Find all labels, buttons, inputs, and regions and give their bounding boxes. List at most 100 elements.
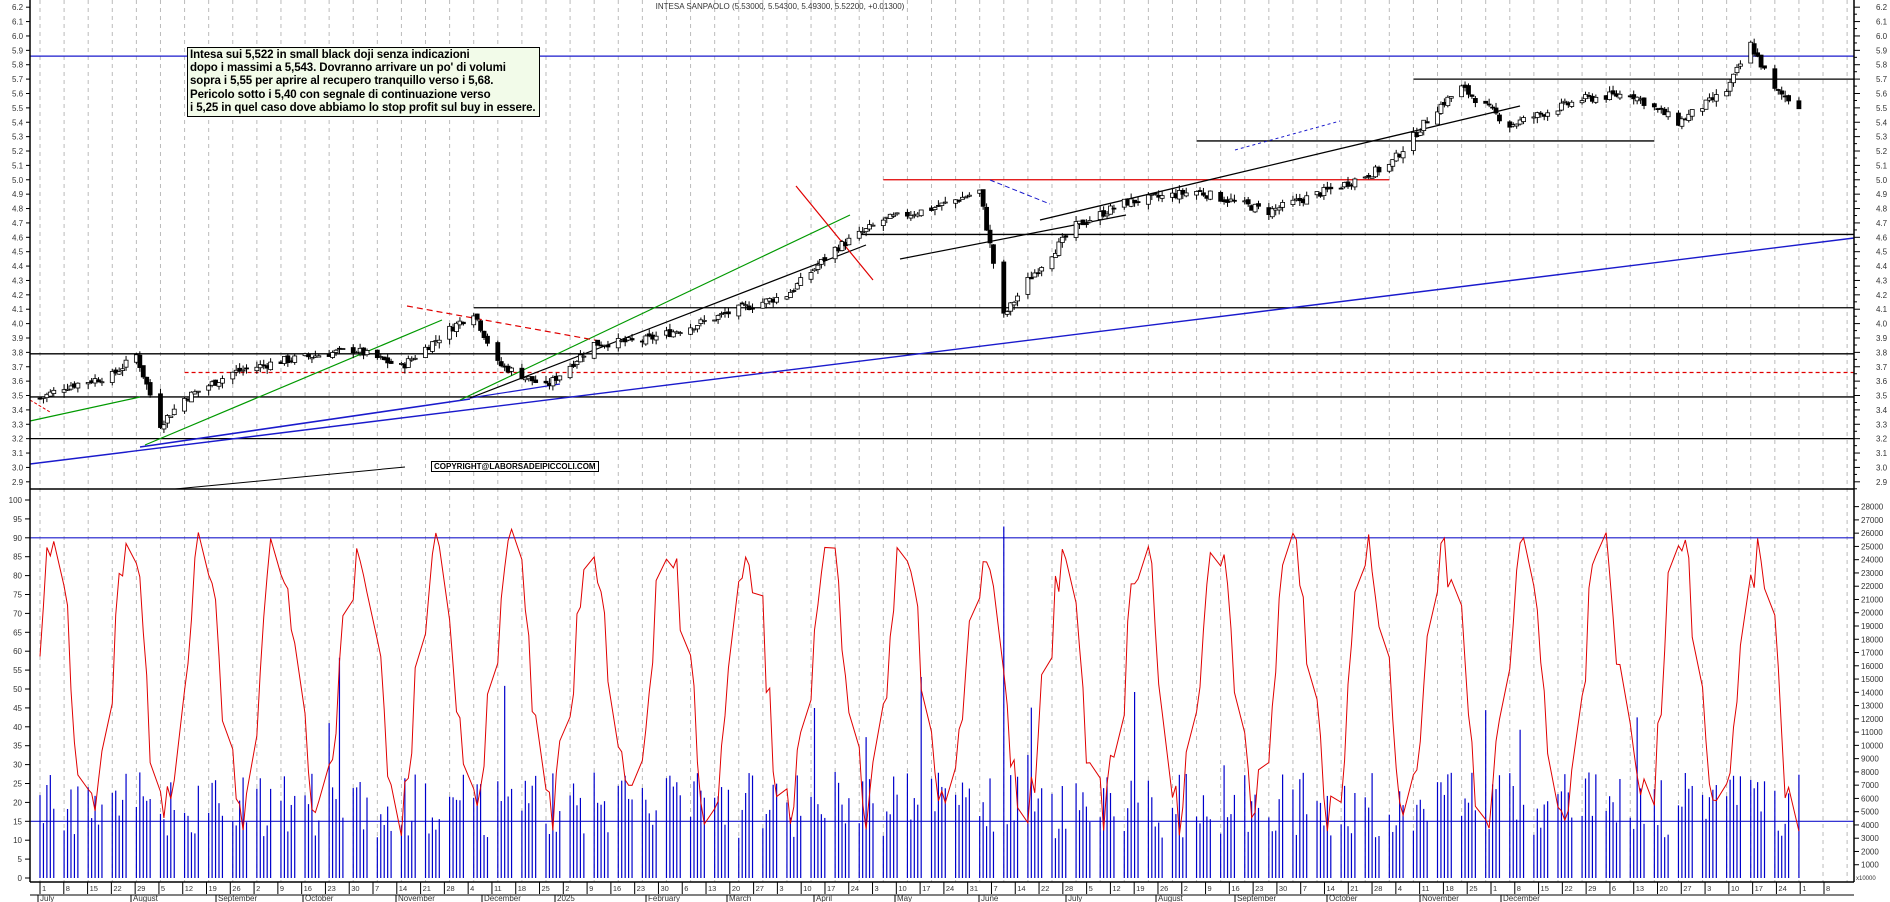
svg-text:28: 28 bbox=[446, 884, 454, 893]
svg-text:3: 3 bbox=[875, 884, 879, 893]
svg-text:20: 20 bbox=[732, 884, 740, 893]
svg-text:3.9: 3.9 bbox=[12, 334, 24, 343]
note-line: sopra i 5,55 per aprire al recupero tran… bbox=[190, 75, 494, 88]
svg-text:4.0: 4.0 bbox=[1876, 320, 1888, 329]
svg-text:25: 25 bbox=[13, 780, 22, 789]
svg-text:5.3: 5.3 bbox=[1876, 133, 1888, 142]
svg-text:10000: 10000 bbox=[1861, 741, 1884, 750]
svg-text:September: September bbox=[1237, 894, 1276, 902]
svg-text:6.2: 6.2 bbox=[12, 3, 24, 12]
svg-text:3.2: 3.2 bbox=[1876, 435, 1888, 444]
svg-text:3.8: 3.8 bbox=[1876, 348, 1888, 357]
svg-text:16000: 16000 bbox=[1861, 662, 1884, 671]
svg-text:95: 95 bbox=[13, 515, 22, 524]
svg-text:4.7: 4.7 bbox=[12, 219, 24, 228]
svg-text:85: 85 bbox=[13, 553, 22, 562]
svg-text:18000: 18000 bbox=[1861, 635, 1884, 644]
svg-text:23000: 23000 bbox=[1861, 569, 1884, 578]
svg-text:13: 13 bbox=[708, 884, 716, 893]
svg-text:9: 9 bbox=[280, 884, 284, 893]
svg-text:9: 9 bbox=[589, 884, 593, 893]
svg-text:8: 8 bbox=[1826, 884, 1830, 893]
svg-text:5.6: 5.6 bbox=[12, 89, 24, 98]
svg-text:27: 27 bbox=[1683, 884, 1691, 893]
svg-text:25: 25 bbox=[1469, 884, 1477, 893]
svg-text:4.1: 4.1 bbox=[12, 305, 24, 314]
svg-text:4.5: 4.5 bbox=[1876, 248, 1888, 257]
svg-text:22: 22 bbox=[1564, 884, 1572, 893]
svg-text:65: 65 bbox=[13, 628, 22, 637]
svg-text:October: October bbox=[1329, 894, 1358, 902]
svg-text:5.9: 5.9 bbox=[12, 46, 24, 55]
trend-lines bbox=[29, 105, 1855, 490]
svg-text:February: February bbox=[648, 894, 680, 902]
svg-text:23: 23 bbox=[327, 884, 335, 893]
svg-text:27000: 27000 bbox=[1861, 516, 1884, 525]
svg-text:3000: 3000 bbox=[1861, 834, 1879, 843]
svg-text:5.3: 5.3 bbox=[12, 133, 24, 142]
svg-text:5.1: 5.1 bbox=[1876, 161, 1888, 170]
svg-text:5.0: 5.0 bbox=[1876, 176, 1888, 185]
svg-text:35: 35 bbox=[13, 742, 22, 751]
svg-text:5.8: 5.8 bbox=[1876, 61, 1888, 70]
svg-text:25: 25 bbox=[542, 884, 550, 893]
svg-text:7: 7 bbox=[375, 884, 379, 893]
svg-text:40: 40 bbox=[13, 723, 22, 732]
svg-text:3.0: 3.0 bbox=[1876, 463, 1888, 472]
svg-text:5.4: 5.4 bbox=[12, 118, 24, 127]
svg-text:November: November bbox=[398, 894, 435, 902]
svg-text:8: 8 bbox=[66, 884, 70, 893]
svg-text:23: 23 bbox=[637, 884, 645, 893]
svg-text:45: 45 bbox=[13, 704, 22, 713]
svg-text:6.0: 6.0 bbox=[1876, 32, 1888, 41]
svg-text:7000: 7000 bbox=[1861, 781, 1879, 790]
svg-text:4: 4 bbox=[470, 884, 474, 893]
svg-text:19: 19 bbox=[209, 884, 217, 893]
svg-text:4.1: 4.1 bbox=[1876, 305, 1888, 314]
svg-text:21: 21 bbox=[1350, 884, 1358, 893]
svg-text:2000: 2000 bbox=[1861, 847, 1879, 856]
svg-text:3.0: 3.0 bbox=[12, 463, 24, 472]
svg-text:December: December bbox=[484, 894, 521, 902]
svg-text:5.1: 5.1 bbox=[12, 161, 24, 170]
svg-text:3.4: 3.4 bbox=[12, 406, 24, 415]
svg-text:0: 0 bbox=[18, 874, 23, 883]
svg-text:30: 30 bbox=[1279, 884, 1287, 893]
svg-text:June: June bbox=[981, 894, 999, 902]
svg-text:29: 29 bbox=[1588, 884, 1596, 893]
svg-text:6.2: 6.2 bbox=[1876, 3, 1888, 12]
svg-text:4.8: 4.8 bbox=[12, 205, 24, 214]
svg-text:4.7: 4.7 bbox=[1876, 219, 1888, 228]
svg-text:28000: 28000 bbox=[1861, 503, 1884, 512]
svg-text:3.7: 3.7 bbox=[1876, 363, 1888, 372]
svg-text:14: 14 bbox=[1017, 884, 1025, 893]
svg-text:18: 18 bbox=[1445, 884, 1453, 893]
svg-text:July: July bbox=[40, 894, 54, 902]
svg-text:100: 100 bbox=[9, 496, 23, 505]
svg-text:December: December bbox=[1503, 894, 1540, 902]
svg-text:5000: 5000 bbox=[1861, 808, 1879, 817]
svg-text:March: March bbox=[729, 894, 751, 902]
svg-text:3: 3 bbox=[779, 884, 783, 893]
svg-text:3.9: 3.9 bbox=[1876, 334, 1888, 343]
candlesticks bbox=[37, 38, 1802, 434]
svg-text:5.7: 5.7 bbox=[1876, 75, 1888, 84]
svg-text:6.1: 6.1 bbox=[1876, 18, 1888, 27]
svg-text:11: 11 bbox=[494, 884, 502, 893]
svg-text:11: 11 bbox=[1422, 884, 1430, 893]
svg-text:30: 30 bbox=[351, 884, 359, 893]
svg-text:2025: 2025 bbox=[557, 894, 575, 902]
svg-text:5: 5 bbox=[1089, 884, 1093, 893]
svg-text:30: 30 bbox=[660, 884, 668, 893]
svg-text:29: 29 bbox=[137, 884, 145, 893]
svg-text:1: 1 bbox=[42, 884, 46, 893]
svg-text:19: 19 bbox=[1136, 884, 1144, 893]
svg-text:12000: 12000 bbox=[1861, 715, 1884, 724]
svg-text:5.5: 5.5 bbox=[1876, 104, 1888, 113]
svg-text:5.4: 5.4 bbox=[1876, 118, 1888, 127]
svg-text:55: 55 bbox=[13, 666, 22, 675]
svg-text:3.3: 3.3 bbox=[1876, 420, 1888, 429]
svg-text:3.1: 3.1 bbox=[12, 449, 24, 458]
note-line: dopo i massimi a 5,543. Dovranno arrivar… bbox=[190, 62, 506, 75]
svg-text:9: 9 bbox=[1208, 884, 1212, 893]
